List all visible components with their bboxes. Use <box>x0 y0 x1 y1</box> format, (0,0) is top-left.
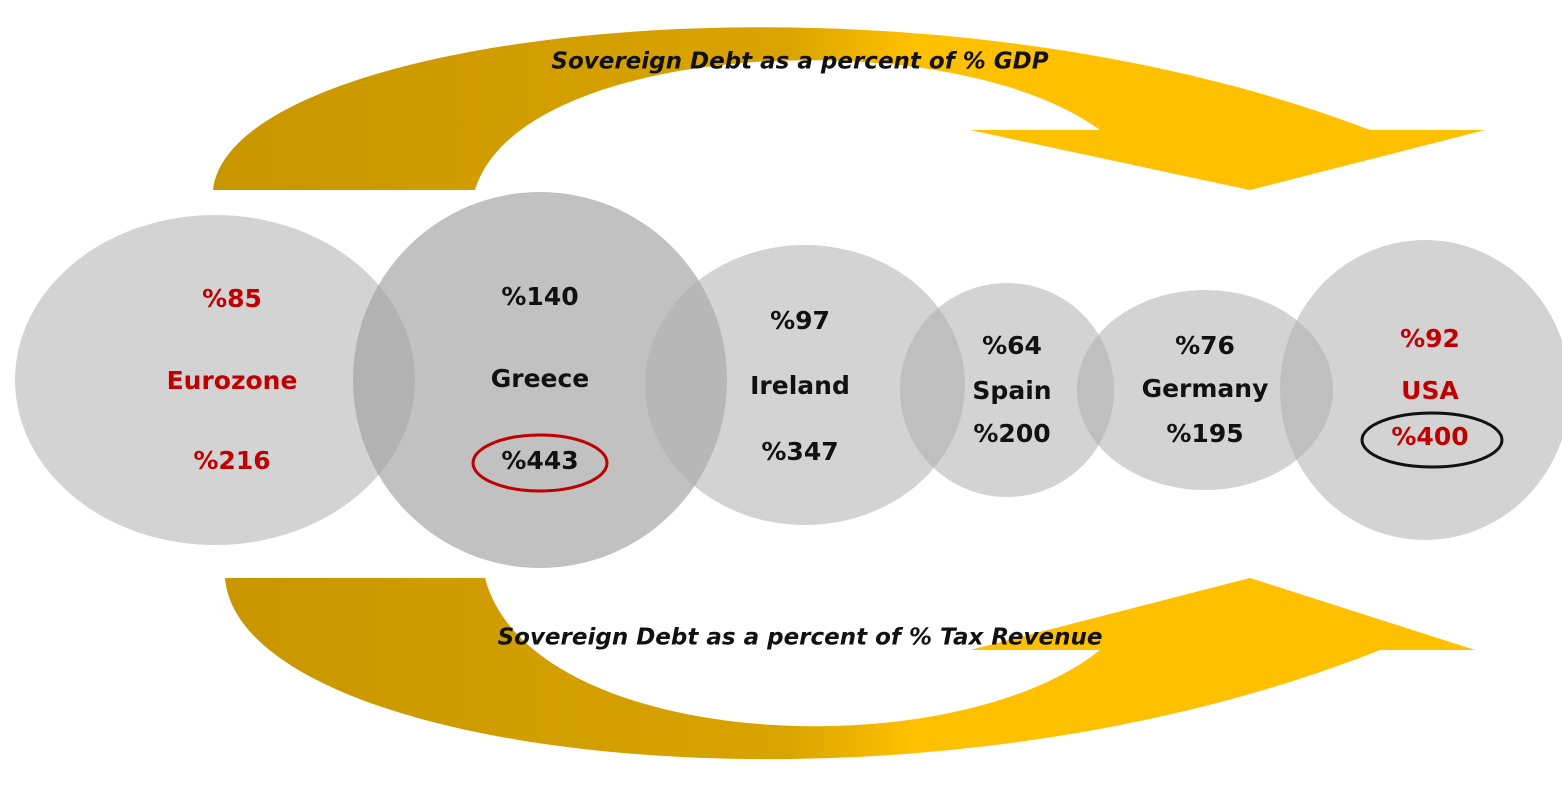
tax-value: %200 <box>973 419 1050 448</box>
bubble <box>15 215 415 545</box>
node-name: Spain <box>972 376 1051 405</box>
gdp-value: %85 <box>202 284 262 313</box>
node-name: Ireland <box>750 371 850 400</box>
gdp-value: %92 <box>1400 324 1460 353</box>
gdp-value: %76 <box>1175 331 1235 360</box>
tax-value: %216 <box>193 446 270 475</box>
gdp-value: %140 <box>501 282 578 311</box>
bottom-label: Sovereign Debt as a percent of % Tax Rev… <box>498 625 1103 651</box>
tax-value: %400 <box>1391 422 1468 451</box>
tax-value: %195 <box>1166 419 1243 448</box>
gdp-value: %97 <box>770 306 830 335</box>
bottom-arrow <box>225 578 1475 760</box>
tax-value: %443 <box>501 446 578 475</box>
highlight-ring <box>1360 411 1504 469</box>
tax-value: %347 <box>761 437 838 466</box>
gdp-value: %64 <box>982 331 1042 360</box>
node-name: USA <box>1401 376 1459 405</box>
bubble <box>645 245 965 525</box>
bubble <box>1280 240 1562 540</box>
bubble <box>353 192 727 568</box>
highlight-ring <box>471 433 609 493</box>
node-name: Germany <box>1142 374 1269 403</box>
top-arrow <box>213 27 1485 190</box>
top-label: Sovereign Debt as a percent of % GDP <box>551 49 1048 75</box>
bubble <box>900 283 1114 497</box>
node-name: Eurozone <box>167 366 298 395</box>
node-name: Greece <box>491 364 590 393</box>
bubble <box>1077 290 1333 490</box>
